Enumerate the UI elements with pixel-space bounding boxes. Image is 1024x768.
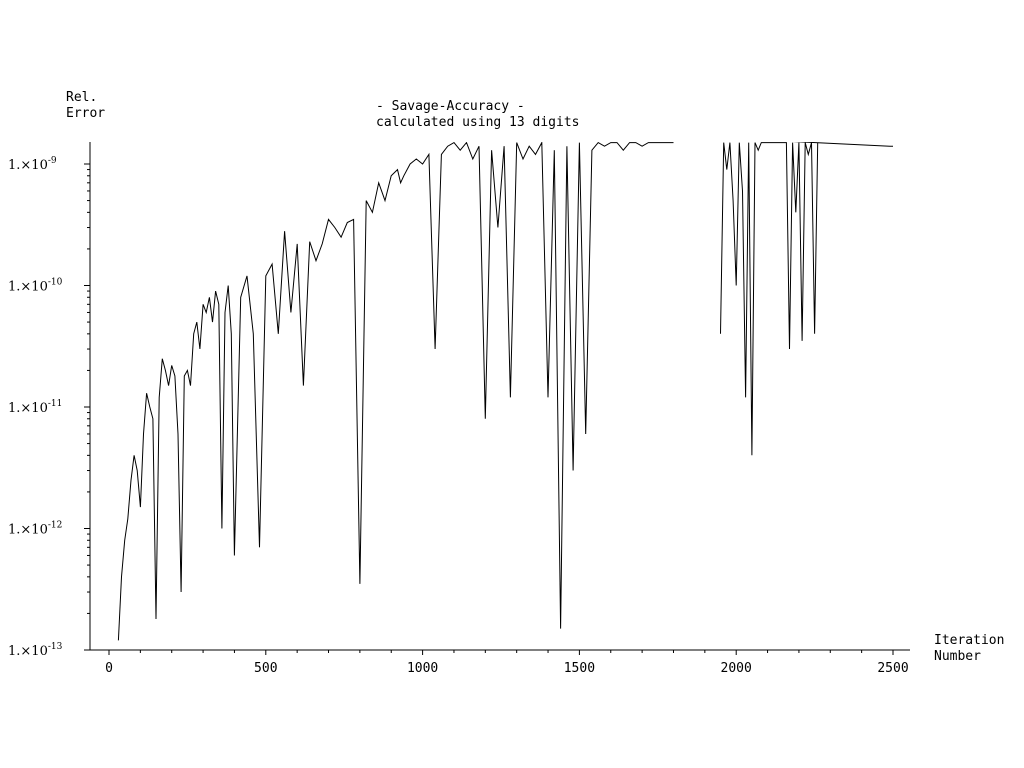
y-tick-label: 1.×10-9 xyxy=(8,156,57,173)
chart-axes: 0 500 1000 1500 2000 2500 1.×10-13 1.×10-12 1.×1… xyxy=(8,142,910,676)
y-tick-label: 1.×10-10 xyxy=(8,278,63,295)
y-axis-label-line-2: Error xyxy=(66,106,106,121)
x-tick-label: 1000 xyxy=(407,661,438,676)
series-line-1 xyxy=(117,142,674,641)
x-tick-label: 500 xyxy=(254,661,277,676)
y-tick-label: 1.×10-11 xyxy=(8,399,62,416)
y-tick-label: 1.×10-13 xyxy=(8,642,63,659)
x-tick-label: 0 xyxy=(105,661,113,676)
chart-marks xyxy=(117,142,893,641)
chart-title-line-2: calculated using 13 digits xyxy=(376,115,580,130)
chart-title-line-1: - Savage-Accuracy - xyxy=(376,99,525,114)
x-tick-label: 2500 xyxy=(877,661,908,676)
x-axis-label-line-2: Number xyxy=(934,649,981,664)
series-line-2 xyxy=(720,142,819,456)
y-tick-label: 1.×10-12 xyxy=(8,521,62,538)
x-axis-label-line-1: Iteration xyxy=(934,633,1005,648)
x-axis-label: Iteration Number xyxy=(934,633,1004,665)
y-axis-label-line-1: Rel. xyxy=(66,90,98,105)
y-axis-label: Rel. Error xyxy=(66,90,105,122)
series-line-3 xyxy=(792,142,893,147)
x-tick-label: 1500 xyxy=(564,661,595,676)
x-tick-label: 2000 xyxy=(721,661,752,676)
chart-title: - Savage-Accuracy - calculated using 13 … xyxy=(376,99,580,131)
